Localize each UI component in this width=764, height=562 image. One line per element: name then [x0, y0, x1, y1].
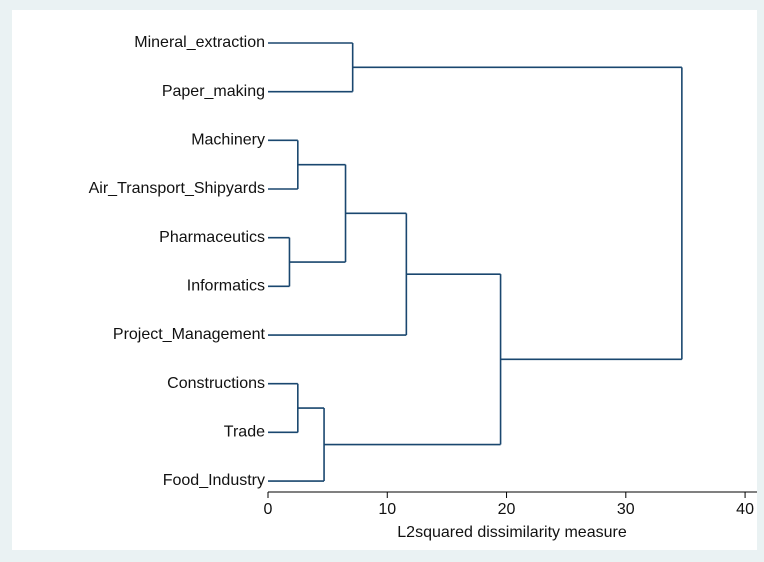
x-tick-label: 30 [617, 501, 635, 518]
cluster-link [324, 273, 502, 446]
cluster-link [268, 407, 325, 482]
leaf-label: Machinery [191, 132, 265, 149]
x-tick-label: 40 [736, 501, 754, 518]
leaf-label: Air_Transport_Shipyards [89, 180, 265, 197]
cluster-link [352, 66, 683, 361]
cluster-link [289, 163, 347, 263]
leaf-label: Trade [224, 424, 265, 441]
x-tick-label: 10 [378, 501, 396, 518]
leaf-label: Constructions [167, 375, 265, 392]
leaf-label: Mineral_extraction [134, 34, 265, 51]
leaf-label: Food_Industry [163, 472, 265, 489]
leaf-label: Informatics [187, 278, 265, 295]
leaf-label: Paper_making [162, 83, 265, 100]
plot-background [12, 10, 757, 550]
x-tick-label: 0 [264, 501, 273, 518]
x-axis-label: L2squared dissimilarity measure [397, 524, 627, 541]
x-tick-label: 20 [498, 501, 516, 518]
cluster-link [268, 42, 354, 93]
leaf-label: Pharmaceutics [159, 229, 265, 246]
cluster-link [268, 212, 408, 336]
leaf-label: Project_Management [113, 326, 266, 343]
cluster-link [268, 382, 299, 434]
cluster-link [268, 139, 299, 190]
cluster-link [268, 236, 291, 288]
